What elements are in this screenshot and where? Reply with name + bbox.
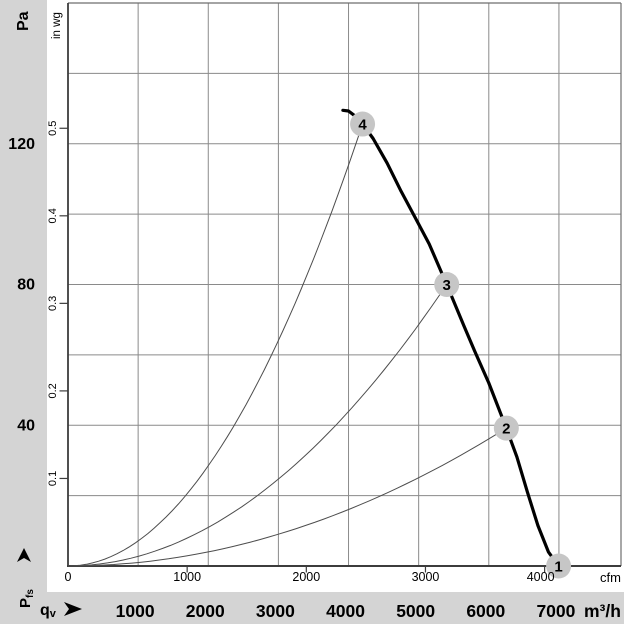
operating-point-number-1: 1: [554, 559, 562, 576]
operating-point-4: 4: [350, 111, 376, 137]
operating-point-2: 2: [493, 415, 519, 441]
m3h-tick-label: 2000: [186, 601, 225, 621]
tick-layer: [59, 127, 546, 573]
y-axis-quantity-label: Pfs: [17, 589, 36, 608]
m3h-tick-label: 5000: [396, 601, 435, 621]
marker-layer: 1 2 3 4: [350, 111, 572, 579]
operating-point-1: 1: [546, 553, 572, 579]
inwg-tick-label: 0.5: [47, 121, 59, 136]
operating-point-circle-3: [434, 272, 460, 297]
y-axis-primary-unit-label: Pa: [15, 11, 32, 31]
axis-unit-labels: Pa in wg Pfs qv cfm m³/h: [15, 11, 621, 621]
grid-layer: [67, 2, 622, 567]
cfm-tick-label: 2000: [292, 570, 320, 584]
tick-label-layer: 0.1 0.2 0.3 0.4 0.5 0 1000 2000 3000 4000 40 80 120 1…: [8, 121, 575, 621]
y-axis-secondary-unit-label: in wg: [51, 12, 63, 39]
m3h-tick-label: 7000: [536, 601, 575, 621]
cfm-tick-label: 1000: [173, 570, 201, 584]
y-quantity-base: P: [17, 598, 34, 608]
operating-point-number-4: 4: [358, 117, 367, 134]
m3h-tick-label: 3000: [256, 601, 295, 621]
inwg-tick-label: 0.3: [47, 296, 59, 311]
operating-point-number-3: 3: [443, 277, 451, 294]
m3h-tick-label: 1000: [116, 601, 155, 621]
y-quantity-subscript: fs: [25, 589, 36, 598]
x-quantity-base: q: [40, 602, 50, 619]
m3h-tick-label: 6000: [466, 601, 505, 621]
pa-tick-label: 120: [8, 136, 35, 153]
cfm-tick-label: 4000: [527, 570, 555, 584]
inwg-tick-label: 0.2: [47, 383, 59, 398]
chart-background: [47, 0, 624, 592]
x-axis-quantity-label: qv: [40, 602, 57, 620]
operating-point-circle-4: [350, 111, 376, 137]
inwg-tick-label: 0.1: [47, 471, 59, 486]
pa-tick-label: 40: [17, 417, 35, 434]
flow-axis-arrow-icon: [64, 602, 82, 616]
x-axis-secondary-unit-label: cfm: [600, 570, 621, 585]
system-curve-3: [67, 284, 448, 567]
operating-point-circle-2: [493, 415, 519, 441]
operating-point-circle-1: [546, 553, 572, 579]
m3h-tick-label: 4000: [326, 601, 365, 621]
operating-point-number-2: 2: [502, 421, 510, 438]
system-curve-4: [67, 123, 364, 567]
inwg-tick-label: 0.4: [47, 208, 59, 223]
x-quantity-subscript: v: [50, 608, 57, 620]
cfm-tick-label: 0: [65, 570, 72, 584]
cfm-tick-label: 3000: [412, 570, 440, 584]
system-curve-2: [67, 427, 507, 567]
operating-point-3: 3: [434, 272, 460, 297]
pressure-axis-arrow-icon: [17, 548, 31, 562]
pa-tick-label: 80: [17, 277, 35, 294]
x-axis-primary-unit-label: m³/h: [584, 601, 621, 621]
